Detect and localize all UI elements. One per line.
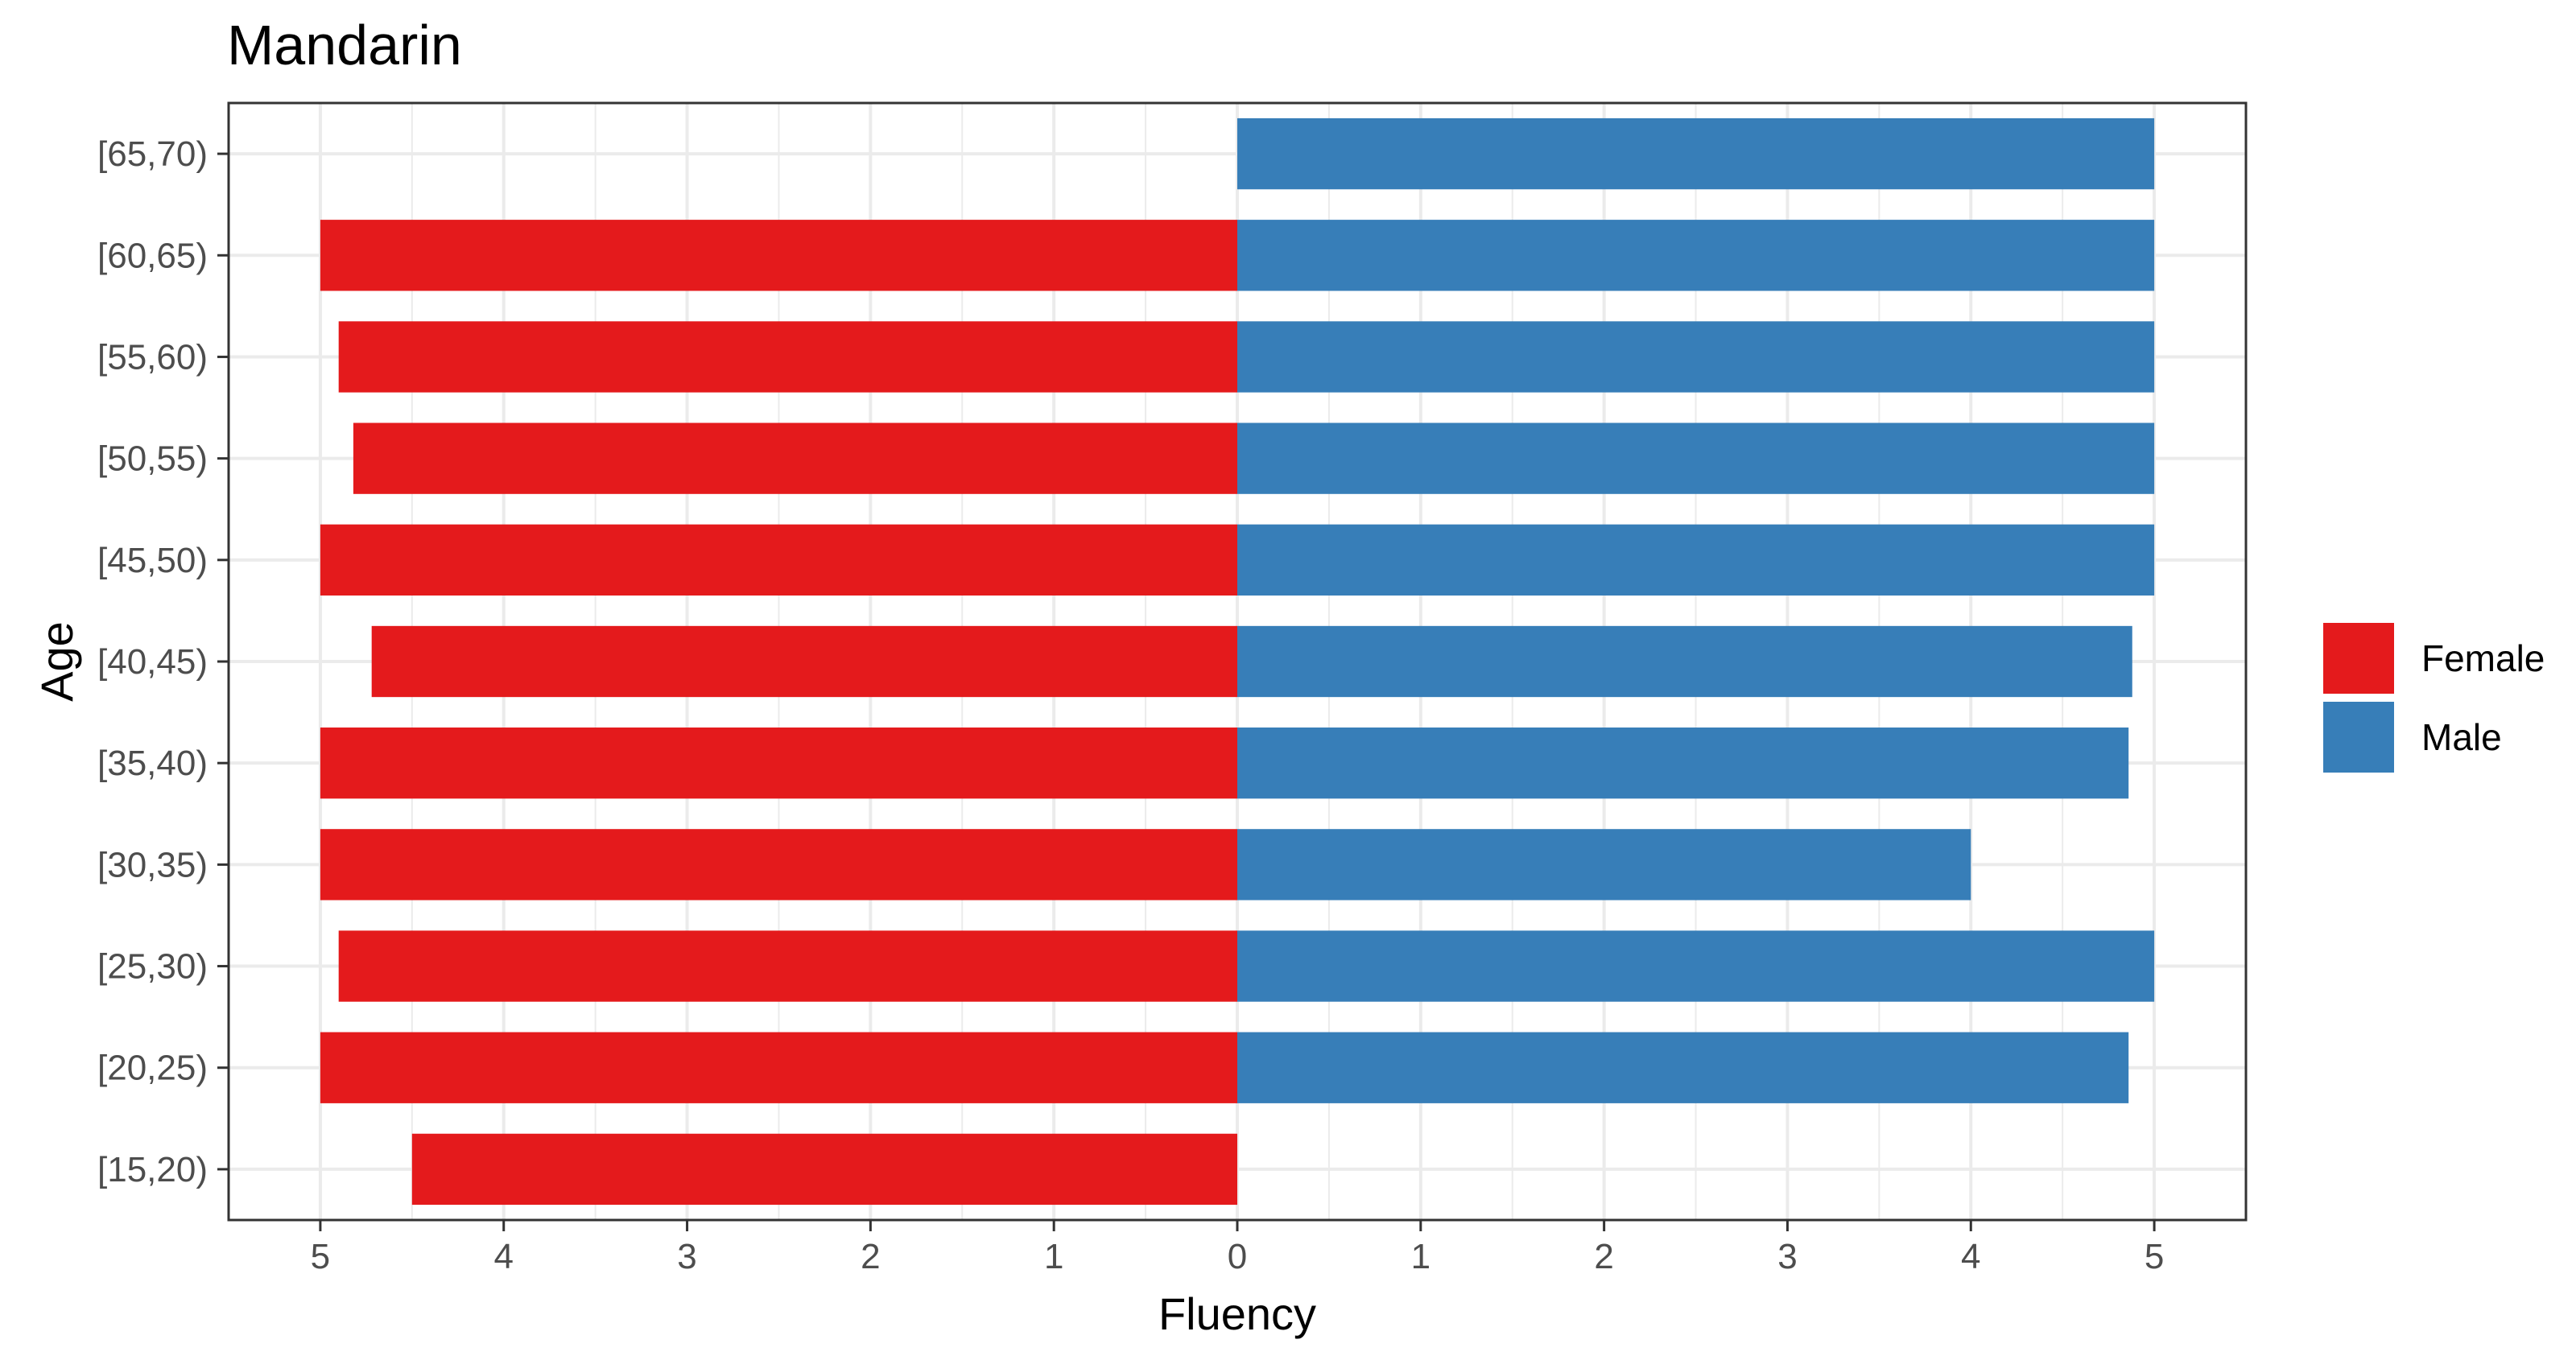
legend-label: Female (2421, 637, 2545, 679)
bar-male (1237, 321, 2155, 393)
bar-male (1237, 422, 2155, 494)
legend-label: Male (2421, 716, 2502, 758)
x-tick-label: 3 (677, 1237, 696, 1276)
y-tick-label: [15,20) (97, 1150, 208, 1189)
y-tick-label: [55,60) (97, 337, 208, 377)
bar-male (1237, 625, 2132, 698)
x-tick-label: 5 (311, 1237, 330, 1276)
x-axis: 5 4 3 2 1 0 1 2 3 4 5 (311, 1220, 2164, 1276)
bar-female (320, 829, 1238, 901)
x-tick-label: 2 (861, 1237, 880, 1276)
bar-male (1237, 930, 2155, 1002)
x-tick-label: 2 (1594, 1237, 1613, 1276)
y-tick-label: [40,45) (97, 642, 208, 682)
legend-key-female (2323, 623, 2394, 694)
bar-male (1237, 829, 1971, 901)
x-tick-label: 1 (1411, 1237, 1430, 1276)
x-tick-label: 4 (1961, 1237, 1980, 1276)
bar-female (371, 625, 1237, 698)
bar-female (338, 930, 1237, 1002)
x-tick-label: 3 (1777, 1237, 1797, 1276)
y-axis: [15,20) [20,25) [25,30) [30,35) [35,40) [40,4… (97, 134, 229, 1189)
y-tick-label: [65,70) (97, 134, 208, 174)
y-tick-label: [25,30) (97, 947, 208, 987)
y-tick-label: [50,55) (97, 439, 208, 479)
bar-female (320, 524, 1238, 596)
x-tick-label: 5 (2145, 1237, 2164, 1276)
x-axis-title: Fluency (1158, 1288, 1316, 1339)
bar-male (1237, 117, 2155, 190)
y-tick-label: [35,40) (97, 744, 208, 783)
y-axis-title: Age (31, 621, 82, 702)
bar-female (338, 321, 1237, 393)
bar-female (320, 728, 1238, 799)
bar-male (1237, 524, 2155, 596)
x-tick-label: 4 (493, 1237, 513, 1276)
bars (320, 117, 2155, 1206)
bar-female (353, 422, 1237, 494)
y-tick-label: [60,65) (97, 236, 208, 275)
bar-female (320, 220, 1238, 291)
legend: Female Male (2323, 623, 2545, 773)
chart-title: Mandarin (227, 14, 462, 76)
y-tick-label: [45,50) (97, 541, 208, 580)
legend-key-male (2323, 702, 2394, 773)
y-tick-label: [20,25) (97, 1049, 208, 1088)
x-tick-label: 1 (1044, 1237, 1063, 1276)
bar-female (411, 1133, 1238, 1206)
bar-female (320, 1032, 1238, 1103)
bar-male (1237, 728, 2129, 799)
y-tick-label: [30,35) (97, 845, 208, 884)
bar-male (1237, 220, 2155, 291)
x-tick-label: 0 (1228, 1237, 1247, 1276)
bar-male (1237, 1032, 2129, 1103)
